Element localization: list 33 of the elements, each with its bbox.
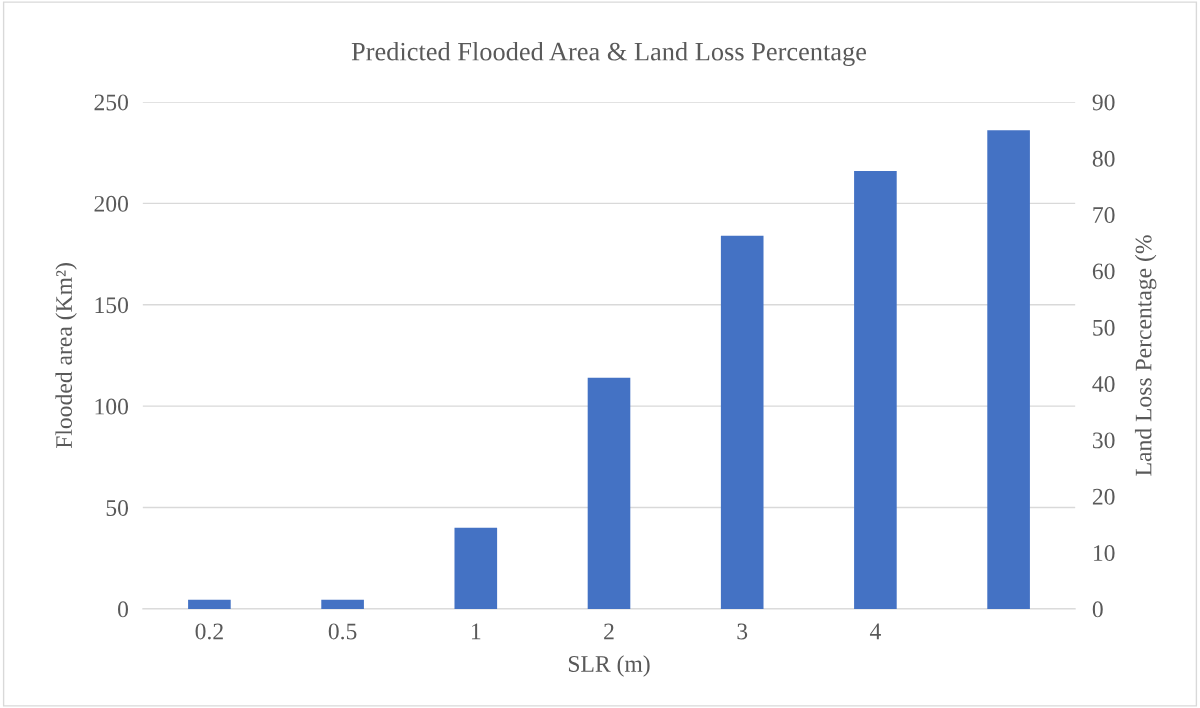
bar	[454, 527, 498, 609]
y2-tick-label: 30	[1093, 432, 1115, 449]
x-tick-label: 1	[471, 623, 481, 640]
bar	[321, 599, 364, 609]
x-tick-label: 0.5	[328, 623, 357, 640]
x-tick-label: 0.2	[195, 623, 223, 640]
bar	[188, 599, 231, 609]
x-tick-label: 3	[737, 623, 748, 640]
chart-title: Predicted Flooded Area & Land Loss Percentage	[351, 41, 867, 66]
y2-tick-label: 70	[1093, 207, 1115, 224]
bar	[720, 235, 764, 609]
y-tick-label: 200	[94, 195, 129, 212]
x-tick-label: 2	[604, 623, 614, 640]
y-tick-label: 100	[95, 398, 129, 415]
y-tick-label: 150	[95, 297, 129, 314]
y2-tick-label: 60	[1092, 263, 1115, 280]
y-axis-title: Flooded area (Km²)	[55, 263, 77, 449]
y2-tick-label: 50	[1093, 319, 1115, 336]
bar	[854, 170, 897, 609]
y2-tick-label: 40	[1092, 376, 1115, 392]
y2-axis-title: Land Loss Percentage (%	[1134, 235, 1157, 476]
y2-tick-label: 90	[1092, 94, 1115, 111]
y2-tick-label: 20	[1092, 488, 1115, 505]
y-tick-label: 50	[106, 499, 129, 516]
x-tick-label: 4	[869, 623, 881, 640]
y2-tick-label: 10	[1093, 545, 1115, 561]
bar	[587, 377, 631, 609]
y-tick-label: 0	[118, 601, 129, 618]
bar	[987, 130, 1030, 609]
x-axis-title: SLR (m)	[568, 655, 650, 677]
y-tick-label: 250	[94, 94, 129, 111]
y2-tick-label: 80	[1092, 150, 1115, 167]
y2-tick-label: 0	[1092, 601, 1103, 618]
